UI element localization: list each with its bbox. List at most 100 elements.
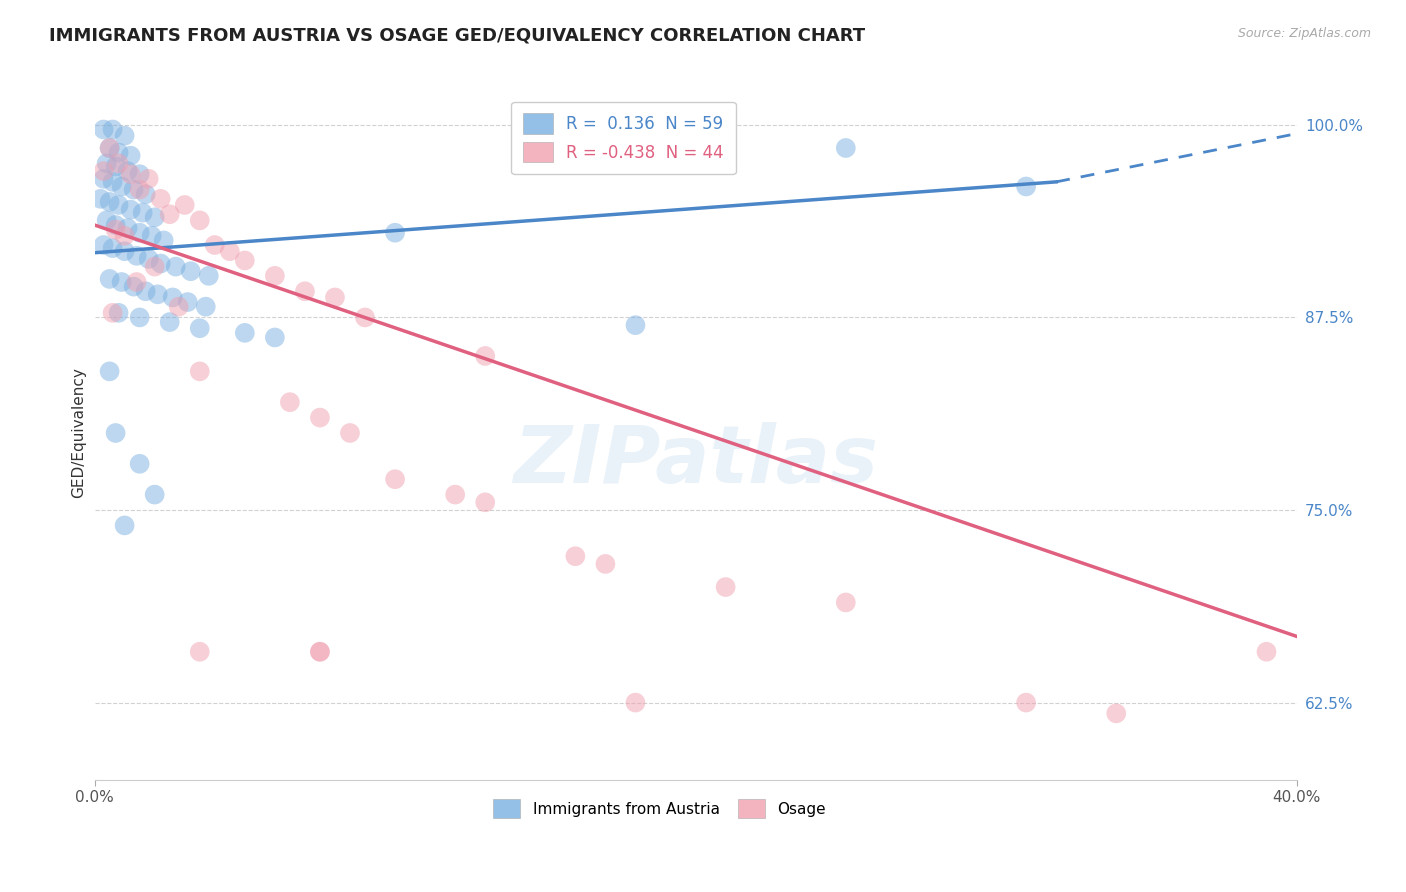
Point	[1256, 645, 1278, 659]
Point	[131, 205, 153, 219]
Point	[138, 252, 160, 266]
Point	[122, 183, 145, 197]
Point	[149, 256, 172, 270]
Point	[188, 364, 211, 378]
Point	[474, 495, 496, 509]
Point	[173, 198, 195, 212]
Point	[128, 183, 150, 197]
Point	[101, 175, 124, 189]
Point	[595, 557, 617, 571]
Point	[1015, 696, 1038, 710]
Point	[104, 425, 127, 440]
Point	[1015, 179, 1038, 194]
Point	[104, 222, 127, 236]
Point	[128, 457, 150, 471]
Point	[114, 518, 136, 533]
Point	[143, 487, 166, 501]
Point	[152, 234, 174, 248]
Point	[101, 241, 124, 255]
Legend: Immigrants from Austria, Osage: Immigrants from Austria, Osage	[486, 793, 832, 824]
Point	[143, 211, 166, 225]
Point	[162, 290, 184, 304]
Point	[107, 145, 129, 160]
Point	[167, 300, 190, 314]
Point	[122, 279, 145, 293]
Point	[177, 295, 200, 310]
Point	[204, 238, 226, 252]
Point	[135, 187, 157, 202]
Point	[114, 244, 136, 259]
Point	[93, 164, 115, 178]
Point	[294, 285, 316, 299]
Point	[149, 192, 172, 206]
Point	[188, 645, 211, 659]
Text: Source: ZipAtlas.com: Source: ZipAtlas.com	[1237, 27, 1371, 40]
Point	[96, 156, 118, 170]
Point	[714, 580, 737, 594]
Point	[98, 141, 121, 155]
Point	[159, 207, 181, 221]
Point	[96, 213, 118, 227]
Point	[384, 226, 406, 240]
Point	[114, 228, 136, 243]
Point	[278, 395, 301, 409]
Point	[339, 425, 361, 440]
Point	[263, 330, 285, 344]
Point	[197, 268, 219, 283]
Point	[188, 321, 211, 335]
Point	[309, 645, 332, 659]
Text: IMMIGRANTS FROM AUSTRIA VS OSAGE GED/EQUIVALENCY CORRELATION CHART: IMMIGRANTS FROM AUSTRIA VS OSAGE GED/EQU…	[49, 27, 865, 45]
Point	[135, 285, 157, 299]
Point	[120, 167, 142, 181]
Point	[624, 696, 647, 710]
Point	[233, 253, 256, 268]
Point	[474, 349, 496, 363]
Point	[125, 275, 148, 289]
Point	[110, 179, 132, 194]
Y-axis label: GED/Equivalency: GED/Equivalency	[72, 368, 86, 499]
Point	[624, 318, 647, 333]
Point	[90, 192, 112, 206]
Point	[323, 290, 346, 304]
Point	[263, 268, 285, 283]
Point	[107, 198, 129, 212]
Point	[110, 275, 132, 289]
Point	[101, 306, 124, 320]
Point	[98, 272, 121, 286]
Point	[141, 228, 163, 243]
Point	[138, 171, 160, 186]
Point	[104, 218, 127, 232]
Point	[309, 410, 332, 425]
Point	[194, 300, 217, 314]
Point	[1105, 706, 1128, 721]
Point	[188, 213, 211, 227]
Point	[125, 249, 148, 263]
Point	[120, 149, 142, 163]
Point	[165, 260, 187, 274]
Point	[117, 164, 139, 178]
Point	[309, 645, 332, 659]
Point	[117, 221, 139, 235]
Point	[384, 472, 406, 486]
Point	[835, 595, 858, 609]
Point	[354, 310, 377, 325]
Point	[107, 306, 129, 320]
Point	[93, 171, 115, 186]
Point	[835, 141, 858, 155]
Point	[93, 122, 115, 136]
Point	[128, 226, 150, 240]
Point	[98, 364, 121, 378]
Point	[120, 202, 142, 217]
Point	[180, 264, 202, 278]
Text: ZIPatlas: ZIPatlas	[513, 422, 879, 500]
Point	[98, 194, 121, 209]
Point	[218, 244, 240, 259]
Point	[114, 128, 136, 143]
Point	[128, 310, 150, 325]
Point	[93, 238, 115, 252]
Point	[159, 315, 181, 329]
Point	[143, 260, 166, 274]
Point	[104, 160, 127, 174]
Point	[233, 326, 256, 340]
Point	[146, 287, 169, 301]
